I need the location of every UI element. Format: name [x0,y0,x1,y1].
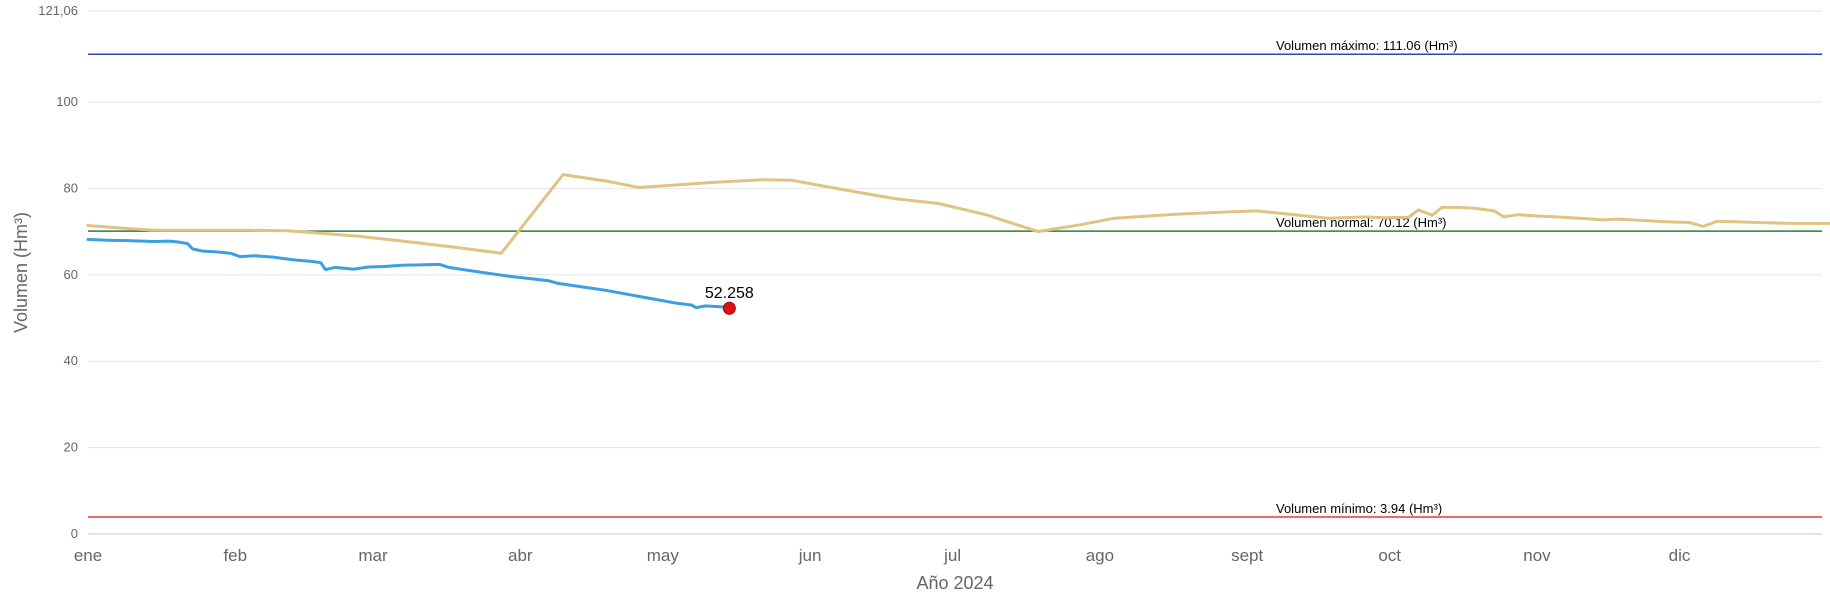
x-tick-label: ene [74,546,102,565]
y-tick-label: 0 [71,526,78,541]
series-line [86,173,1830,255]
y-tick-label: 80 [64,180,78,195]
y-axis-ticks: 0 20 40 60 80 100 121,06 [38,3,78,541]
x-tick-label: feb [223,546,247,565]
x-tick-label: nov [1523,546,1551,565]
x-axis-ticks: ene feb mar abr may jun jul ago sept oct nov dic [74,546,1691,565]
reference-line-label: Volumen máximo: 111.06 (Hm³) [1276,38,1458,53]
y-tick-label: 20 [64,440,78,455]
x-tick-label: jul [943,546,961,565]
y-tick-label: 121,06 [38,3,78,18]
last-value-point [722,301,736,315]
x-tick-label: jun [798,546,822,565]
last-value-label: 52.258 [705,285,754,302]
x-tick-label: oct [1378,546,1401,565]
reference-lines: Volumen máximo: 111.06 (Hm³)Volumen norm… [88,38,1822,518]
y-tick-label: 40 [64,353,78,368]
x-tick-label: ago [1086,546,1114,565]
y-tick-label: 60 [64,267,78,282]
y-tick-label: 100 [56,94,78,109]
x-tick-label: sept [1231,546,1263,565]
x-tick-label: may [647,546,680,565]
grid-lines [88,10,1822,535]
x-tick-label: mar [358,546,388,565]
x-tick-label: dic [1669,546,1691,565]
x-tick-label: abr [508,546,533,565]
reference-line-label: Volumen mínimo: 3.94 (Hm³) [1276,501,1442,516]
series-lines [86,173,1830,310]
x-axis-title: Año 2024 [916,573,993,593]
highlight-point: 52.258 [705,285,754,315]
series-line [86,237,731,310]
y-axis-title: Volumen (Hm³) [11,212,31,333]
